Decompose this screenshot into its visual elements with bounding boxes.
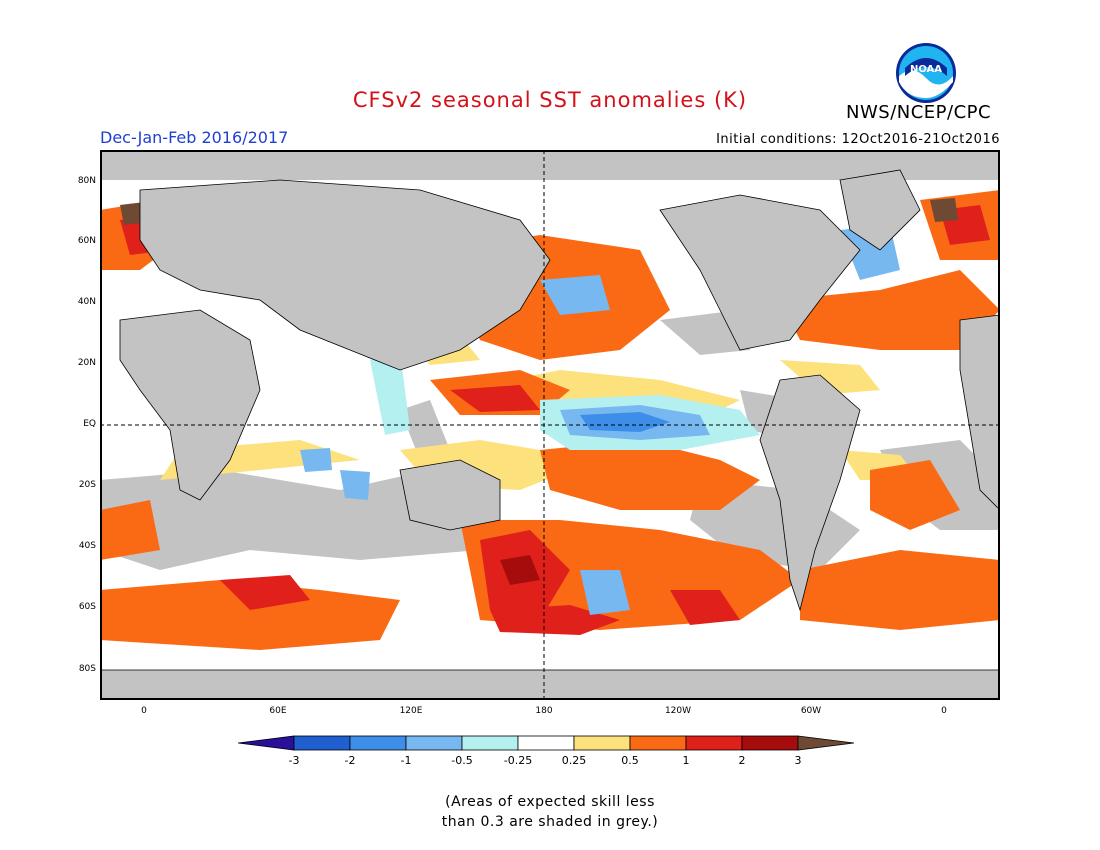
colorbar-tick-label: 0.5 [621, 754, 639, 767]
landmass-africa-east [959, 314, 1000, 511]
landmass-americas-north [659, 194, 861, 351]
lat-label-40s: 40S [78, 541, 96, 551]
lat-label-60n: 60N [77, 236, 96, 246]
continents [100, 169, 1000, 700]
lon-label-120e: 120E [399, 706, 423, 716]
colorbar-tick-label: 1 [682, 754, 690, 767]
skill-note: (Areas of expected skill less than 0.3 a… [380, 792, 720, 832]
landmass-greenland [839, 169, 921, 251]
skill-note-line-1: (Areas of expected skill less [445, 794, 655, 810]
lon-label-60e: 60E [269, 706, 287, 716]
colorbar-cell [573, 735, 631, 751]
colorbar-tick-label: 0.25 [561, 754, 587, 767]
season-label: Dec-Jan-Feb 2016/2017 [100, 128, 289, 147]
lon-label-180: 180 [535, 706, 553, 716]
sst-anomaly-map [100, 150, 1000, 700]
colorbar-cell [349, 735, 407, 751]
colorbar-cell [293, 735, 351, 751]
map-frame [100, 150, 1000, 700]
colorbar-tick-label: -1 [400, 754, 412, 767]
landmass-americas-south [759, 374, 861, 612]
lon-label-120w: 120W [664, 706, 692, 716]
landmass-antarctica [100, 669, 1000, 700]
colorbar-cell [629, 735, 687, 751]
colorbar [238, 735, 855, 751]
lon-label-0-west: 0 [141, 706, 147, 716]
lat-label-20s: 20S [78, 480, 96, 490]
colorbar-tick-label: -0.5 [451, 754, 473, 767]
lat-label-20n: 20N [77, 358, 96, 368]
skill-note-line-2: than 0.3 are shaded in grey.) [441, 814, 659, 830]
lon-label-0-east: 0 [941, 706, 947, 716]
lat-label-80s: 80S [78, 664, 96, 674]
colorbar-arrow-high [797, 735, 855, 751]
colorbar-tick-label: -0.25 [503, 754, 533, 767]
initial-conditions-label: Initial conditions: 12Oct2016-21Oct2016 [716, 132, 1000, 147]
lat-label-80n: 80N [77, 176, 96, 186]
landmass-africa [119, 309, 261, 501]
colorbar-cell [685, 735, 743, 751]
colorbar-tick-label: 2 [738, 754, 746, 767]
colorbar-arrow-low [238, 735, 295, 751]
colorbar-cell [405, 735, 463, 751]
lat-label-40n: 40N [77, 297, 96, 307]
map-title: CFSv2 seasonal SST anomalies (K) [352, 88, 748, 112]
lon-label-60w: 60W [800, 706, 822, 716]
agency-label: NWS/NCEP/CPC [846, 102, 992, 123]
colorbar-tick-label: -2 [344, 754, 356, 767]
lat-label-60s: 60S [78, 602, 96, 612]
noaa-logo-icon: NOAA [896, 43, 956, 103]
landmass-eurasia [139, 179, 551, 371]
logo-text: NOAA [910, 64, 942, 75]
colorbar-cell [741, 735, 799, 751]
landmass-australia [399, 459, 501, 531]
colorbar-tick-label: -3 [288, 754, 300, 767]
colorbar-tick-label: 3 [794, 754, 802, 767]
lat-label-eq: EQ [83, 419, 96, 429]
colorbar-cell [517, 735, 575, 751]
colorbar-cell [461, 735, 519, 751]
